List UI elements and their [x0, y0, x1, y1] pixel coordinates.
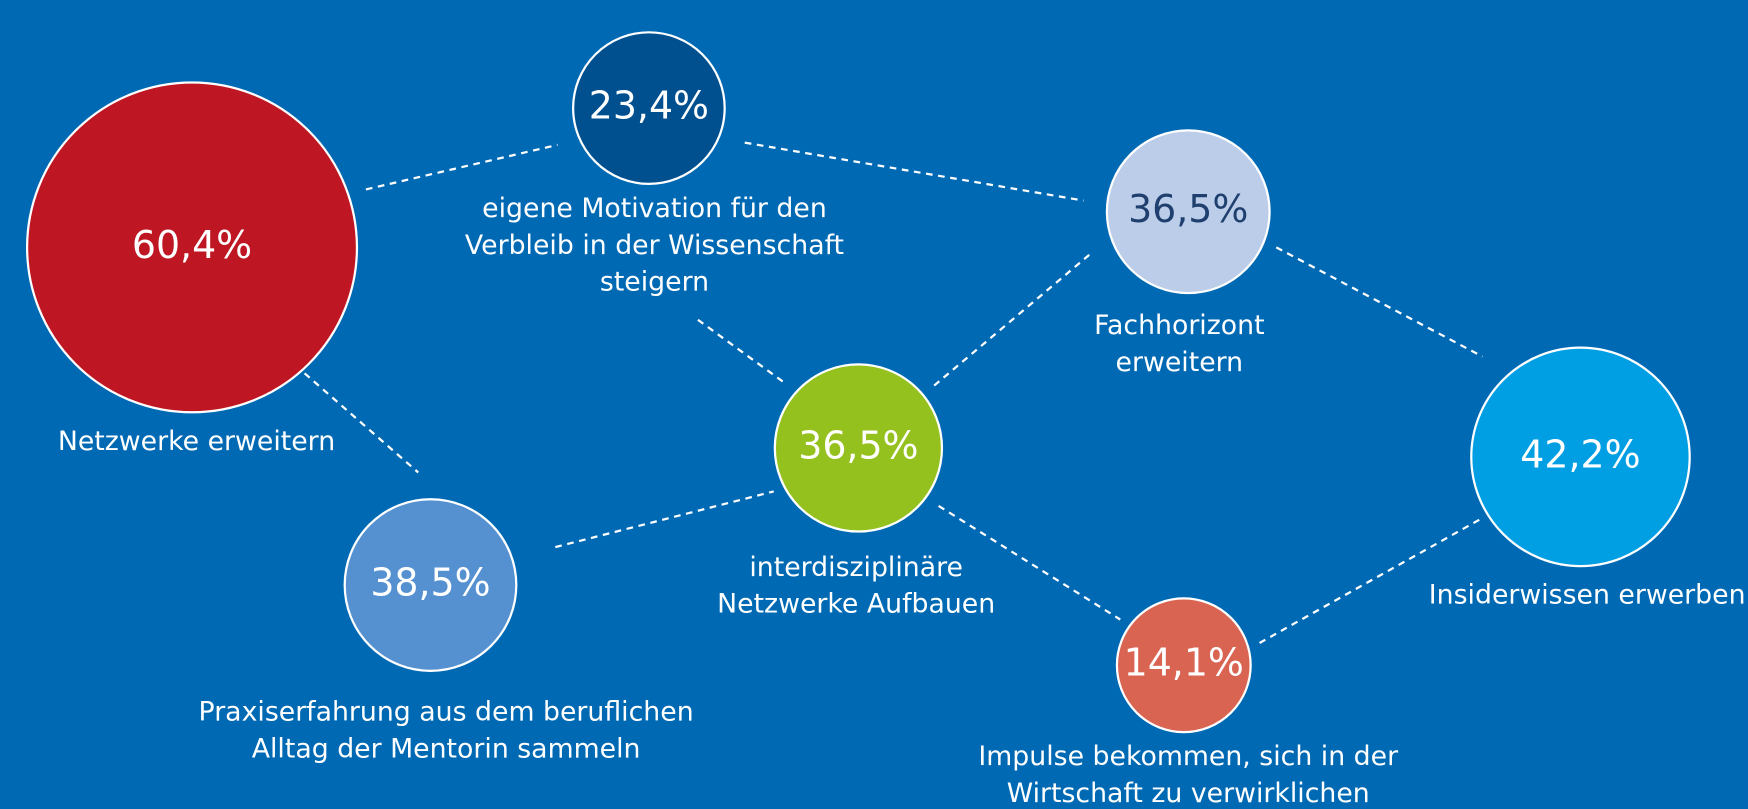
- node-circle: [1115, 597, 1252, 734]
- connector: [697, 318, 785, 384]
- node-label: Praxiserfahrung aus dem beruflichen: [199, 697, 694, 728]
- node-label: Insiderwissen erwerben: [1429, 580, 1746, 611]
- connectors: [303, 141, 1483, 644]
- node-label: Impulse bekommen, sich in der: [978, 741, 1398, 772]
- node-circle: [1105, 129, 1271, 295]
- connector: [744, 141, 1084, 202]
- node-value: 23,4%: [589, 84, 709, 128]
- node-value: 38,5%: [370, 561, 490, 605]
- connector: [555, 490, 774, 549]
- node-value: 36,5%: [1128, 187, 1248, 231]
- connector: [303, 372, 419, 474]
- node-label: steigern: [600, 267, 709, 298]
- connector: [933, 253, 1091, 387]
- node-label: Alltag der Mentorin sammeln: [252, 733, 641, 764]
- node-label: Fachhorizont: [1094, 310, 1264, 341]
- node-label: erweitern: [1116, 347, 1244, 378]
- connector: [1275, 246, 1483, 358]
- connector: [365, 143, 558, 191]
- node-label: Verbleib in der Wissenschaft: [465, 230, 844, 261]
- node-value: 60,4%: [132, 223, 252, 267]
- node-label: eigene Motivation für den: [482, 193, 827, 224]
- connector: [1259, 518, 1481, 644]
- node-circle: [343, 498, 518, 672]
- node-label: interdisziplinäre: [749, 552, 963, 583]
- node-circle: [25, 81, 359, 414]
- node-circle: [572, 31, 726, 185]
- node-value: 14,1%: [1124, 641, 1244, 685]
- node-circle: [1470, 346, 1691, 568]
- node-value: 42,2%: [1520, 432, 1640, 476]
- node-circle: [773, 363, 944, 533]
- node-label: Netzwerke erweitern: [58, 426, 335, 457]
- node-label: Netzwerke Aufbauen: [717, 589, 995, 620]
- node-value: 36,5%: [798, 423, 918, 467]
- node-label: Wirtschaft zu verwirklichen: [1007, 778, 1370, 809]
